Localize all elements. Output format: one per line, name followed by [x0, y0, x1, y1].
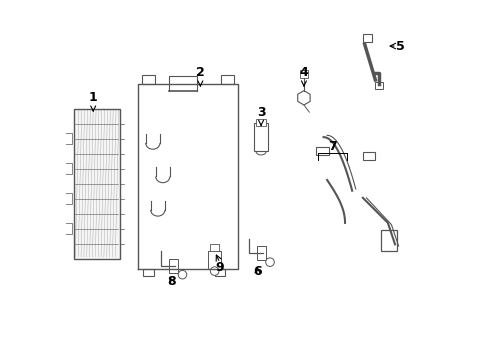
- Bar: [142, 75, 155, 84]
- Circle shape: [266, 258, 274, 266]
- Text: 6: 6: [253, 265, 262, 278]
- Text: 4: 4: [299, 66, 308, 86]
- Circle shape: [178, 270, 187, 279]
- Text: 8: 8: [168, 275, 176, 288]
- Circle shape: [210, 267, 219, 275]
- Bar: [220, 75, 234, 84]
- Bar: [65, 223, 73, 234]
- Text: 2: 2: [196, 66, 205, 86]
- Text: 1: 1: [89, 91, 98, 111]
- Bar: [65, 163, 73, 174]
- Bar: [257, 246, 266, 260]
- Polygon shape: [298, 91, 310, 105]
- Bar: [363, 33, 372, 42]
- Bar: [317, 147, 329, 155]
- Text: 7: 7: [328, 140, 337, 153]
- Bar: [254, 123, 268, 152]
- Text: 9: 9: [216, 261, 224, 274]
- Bar: [65, 193, 73, 204]
- Bar: [300, 70, 308, 78]
- Bar: [215, 269, 225, 276]
- Bar: [65, 133, 73, 144]
- Bar: [210, 244, 219, 251]
- Bar: [169, 258, 178, 273]
- Bar: [256, 118, 266, 126]
- Bar: [375, 82, 383, 89]
- Text: 3: 3: [257, 106, 266, 125]
- Bar: [74, 109, 120, 258]
- Text: 5: 5: [396, 40, 405, 53]
- Bar: [363, 153, 375, 160]
- Bar: [381, 230, 397, 251]
- Bar: [208, 251, 221, 269]
- Bar: [143, 269, 154, 276]
